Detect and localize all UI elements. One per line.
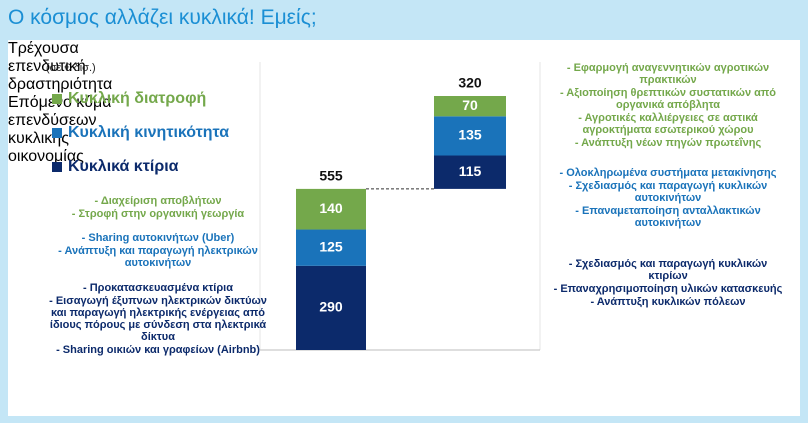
note-item: - Στροφή στην οργανική γεωργία — [71, 208, 245, 220]
bar-label: 135 — [458, 127, 482, 143]
bar-segment — [434, 155, 506, 189]
note-item: - Επαναμεταποίηση ανταλλακτικών αυτοκινή… — [575, 205, 761, 229]
bar-label: 125 — [319, 238, 343, 254]
note-group: - Εφαρμογή αναγεννητικών αγροτικών πρακτ… — [548, 62, 788, 150]
note-item: - Σχεδιασμός και παραγωγή κυκλικών αυτοκ… — [568, 180, 768, 204]
bar-label: 115 — [459, 163, 482, 179]
bar-segment — [296, 265, 366, 350]
bar-segment — [296, 188, 366, 230]
category-label: Τρέχουσα επενδυτική δραστηριότητα — [8, 40, 113, 93]
bar-segment — [434, 116, 506, 156]
legend-swatch — [52, 128, 62, 138]
legend-label: Κυκλική διατροφή — [68, 90, 206, 107]
bar-label: 290 — [319, 299, 343, 315]
legend-label: Κυκλική κινητικότητα — [68, 124, 229, 141]
note-item: - Sharing οικιών και γραφείων (Airbnb) — [56, 344, 260, 356]
note-item: - Σχεδιασμός και παραγωγή κυκλικών κτιρί… — [568, 258, 768, 282]
note-group: - Προκατασκευασμένα κτίρια - Εισαγωγή έξυ… — [48, 282, 268, 357]
unit-label: (σε € δισ.) — [46, 62, 96, 74]
bar-label: 70 — [462, 97, 478, 113]
note-item: - Διαχείριση αποβλήτων — [94, 195, 222, 207]
note-item: - Προκατασκευασμένα κτίρια — [82, 282, 233, 294]
total-label: 555 — [319, 168, 343, 184]
note-item: - Εισαγωγή έξυπνων ηλεκτρικών δικτύων κα… — [49, 295, 267, 343]
note-group: - Sharing αυτοκινήτων (Uber) - Ανάπτυξη κ… — [48, 232, 268, 270]
note-item: - Ανάπτυξη νέων πηγών πρωτεΐνης — [574, 137, 762, 149]
legend-swatch — [52, 162, 62, 172]
note-item: - Ανάπτυξη και παραγωγή ηλεκτρικών αυτοκ… — [58, 245, 258, 269]
title: Ο κόσμος αλλάζει κυκλικά! Εμείς; — [8, 6, 317, 29]
note-item: - Αγροτικές καλλιέργειες σε αστικά αγροκ… — [578, 112, 758, 136]
note-group: - Ολοκληρωμένα συστήματα μετακίνησης - Σχ… — [548, 167, 788, 230]
bar-segment — [434, 96, 506, 117]
note-item: - Επαναχρησιμοποίηση υλικών κατασκευής — [553, 283, 783, 295]
bar-label: 140 — [319, 200, 343, 216]
note-group: - Διαχείριση αποβλήτων - Στροφή στην οργα… — [48, 195, 268, 221]
note-item: - Ανάπτυξη κυκλικών πόλεων — [590, 296, 746, 308]
note-item: - Εφαρμογή αναγεννητικών αγροτικών πρακτ… — [566, 62, 770, 86]
bar-segment — [296, 229, 366, 266]
panel: (σε € δισ.) Κυκλική διατροφή Κυκλική κινη… — [8, 40, 800, 416]
legend-label: Κυκλικά κτίρια — [68, 158, 179, 175]
note-group: - Σχεδιασμός και παραγωγή κυκλικών κτιρί… — [548, 258, 788, 309]
total-label: 320 — [458, 75, 482, 91]
note-item: - Ολοκληρωμένα συστήματα μετακίνησης — [559, 167, 777, 179]
note-item: - Αξιοποίηση θρεπτικών συστατικών από ορ… — [559, 87, 777, 111]
legend-swatch — [52, 94, 62, 104]
note-item: - Sharing αυτοκινήτων (Uber) — [81, 232, 235, 244]
chart: Κυκλική διατροφή Κυκλική κινητικότητα Κυκλ… — [52, 62, 541, 351]
